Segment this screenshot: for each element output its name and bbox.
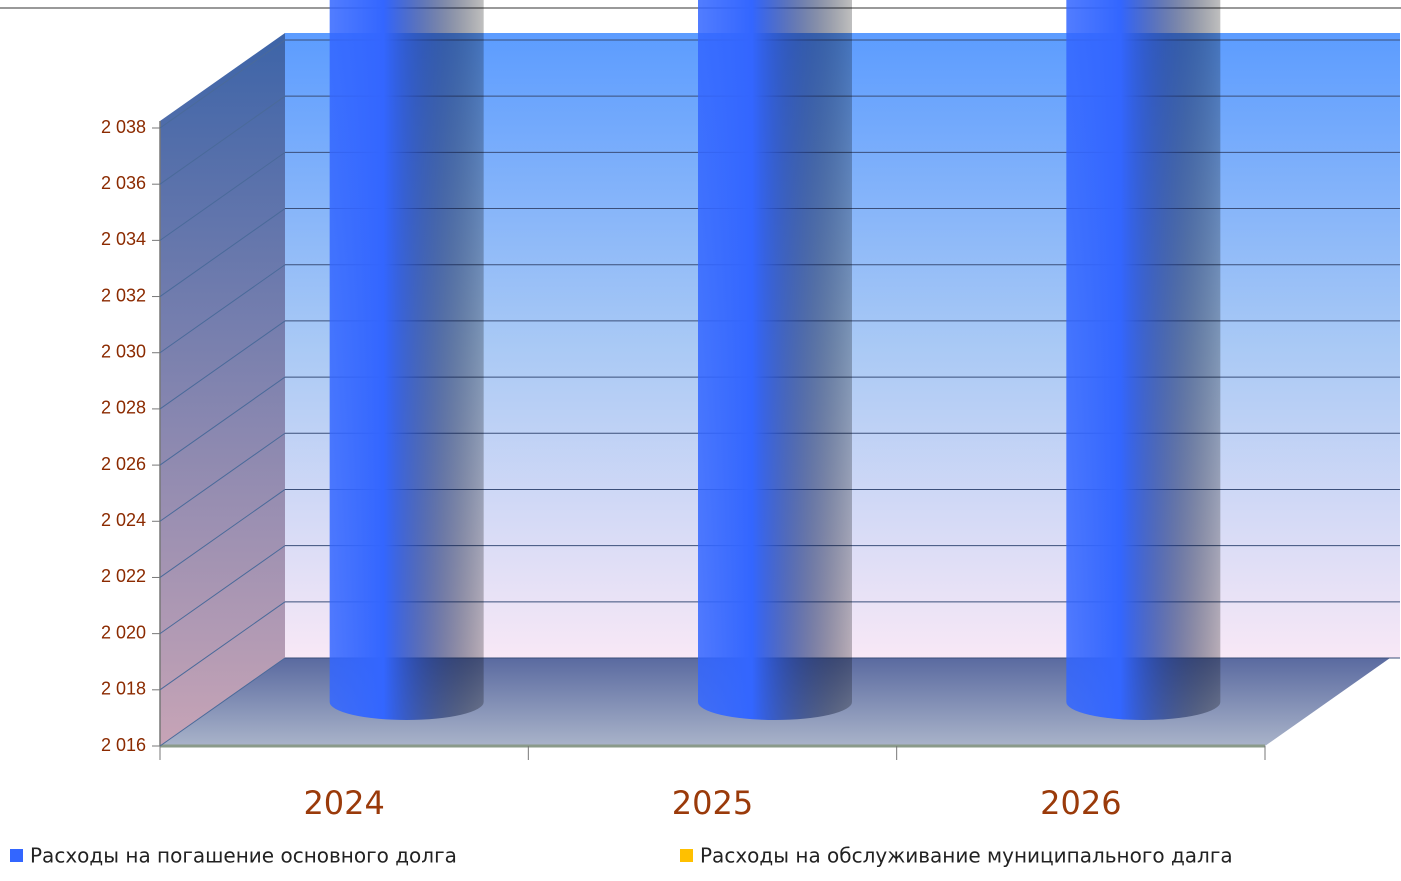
grid-line-side [159, 95, 286, 185]
x-tick-label: 2026 [1040, 784, 1121, 822]
cylinder-body [698, 0, 852, 720]
cylinder [698, 0, 852, 720]
y-tick-label: 2 036 [101, 173, 146, 193]
y-tick-label: 2 038 [101, 117, 146, 137]
cylinder [1066, 0, 1221, 720]
cylinder-body [1066, 0, 1221, 720]
grid-line-side [159, 320, 286, 410]
legend-label: Расходы на погашение основного долга [30, 844, 457, 868]
y-tick-label: 2 022 [101, 566, 146, 586]
cylinder [329, 0, 484, 720]
x-tick-label: 2024 [303, 784, 384, 822]
y-tick-label: 2 032 [101, 285, 146, 305]
grid-line-side [159, 264, 286, 354]
grid-line-side [159, 545, 286, 635]
y-tick-label: 2 026 [101, 454, 146, 474]
grid-line-side [159, 432, 286, 522]
grid-line-side [159, 151, 286, 241]
x-tick-label: 2025 [672, 784, 753, 822]
grid-line-side [159, 208, 286, 297]
y-tick-label: 2 024 [101, 510, 146, 530]
y-tick-label: 2 020 [101, 622, 146, 642]
y-tick-label: 2 034 [101, 229, 146, 249]
grid-line-side [159, 601, 286, 691]
legend-label: Расходы на обслуживание муниципального д… [700, 844, 1233, 868]
y-tick-label: 2 016 [101, 735, 146, 755]
grid-line-side [159, 657, 286, 747]
cylinder-body [329, 0, 484, 720]
grid-line-side [159, 376, 286, 466]
legend-swatch [680, 849, 693, 862]
y-tick-label: 2 028 [101, 398, 146, 418]
y-tick-label: 2 018 [101, 679, 146, 699]
grid-line-side [159, 39, 286, 129]
y-tick-label: 2 030 [101, 341, 146, 361]
grid-line-side [159, 489, 286, 578]
legend-swatch [10, 849, 23, 862]
